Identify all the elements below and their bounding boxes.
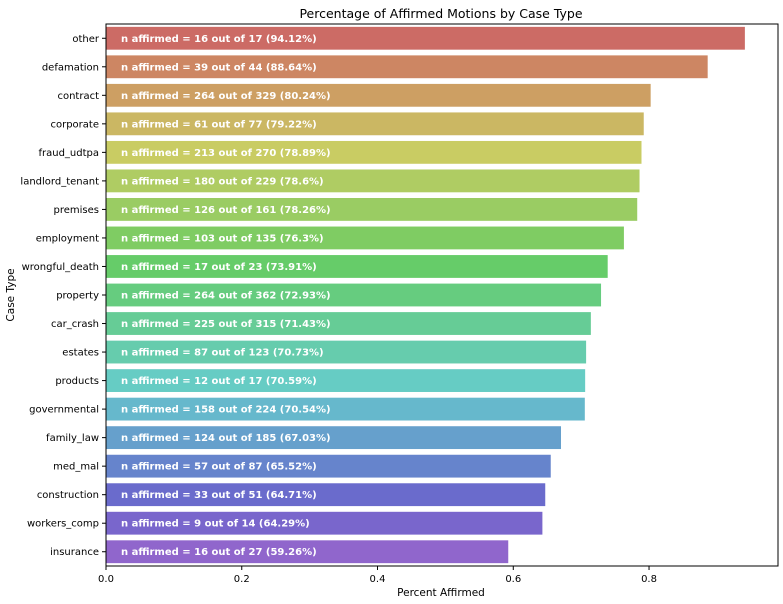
x-tick-label: 0.0 (98, 574, 114, 585)
bar-construction (106, 483, 546, 507)
bar-data-label: n affirmed = 12 out of 17 (70.59%) (121, 376, 317, 387)
bar-data-label: n affirmed = 103 out of 135 (76.3%) (121, 233, 324, 244)
y-tick-label: estates (62, 348, 99, 359)
y-tick-label: defamation (42, 62, 99, 73)
bars-group: n affirmed = 16 out of 17 (94.12%) n affi… (106, 26, 745, 564)
bar-data-label: n affirmed = 17 out of 23 (73.91%) (121, 262, 317, 273)
y-tick-label: corporate (50, 119, 99, 130)
bar-other (106, 26, 745, 50)
bar-data-label: n affirmed = 126 out of 161 (78.26%) (121, 205, 331, 216)
y-tick-label: other (72, 34, 100, 45)
bar-property (106, 283, 602, 307)
plot-frame (105, 23, 779, 567)
bar-corporate (106, 112, 644, 136)
x-tick-label: 0.6 (505, 574, 521, 585)
bar-governmental (106, 397, 585, 421)
y-tick-label: products (55, 376, 99, 387)
y-tick-label: construction (37, 490, 99, 501)
bar-data-label: n affirmed = 16 out of 17 (94.12%) (121, 34, 317, 45)
bar-data-label: n affirmed = 9 out of 14 (64.29%) (121, 519, 310, 530)
bar-estates (106, 340, 587, 364)
bar-wrongful_death (106, 255, 608, 278)
bar-data-label: n affirmed = 225 out of 315 (71.43%) (121, 319, 331, 330)
bar-employment (106, 226, 624, 250)
y-tick-label: med_mal (53, 462, 99, 473)
y-tick-label: employment (36, 233, 99, 244)
axes-group: other defamation contract corporate fraud_ud… (20, 23, 779, 585)
x-axis-label: Percent Affirmed (397, 587, 485, 599)
bar-fraud_udtpa (106, 140, 642, 164)
bar-med_mal (106, 454, 551, 478)
y-tick-label: contract (57, 91, 99, 102)
y-tick-label: wrongful_death (22, 262, 99, 273)
bar-family_law (106, 426, 561, 450)
y-tick-label: premises (54, 205, 99, 216)
y-tick-label: family_law (46, 433, 99, 444)
bar-landlord_tenant (106, 169, 640, 193)
bar-data-label: n affirmed = 61 out of 77 (79.22%) (121, 119, 317, 130)
y-tick-label: car_crash (51, 319, 99, 330)
bar-data-label: n affirmed = 57 out of 87 (65.52%) (121, 462, 317, 473)
y-axis-label: Case Type (5, 268, 17, 321)
bar-data-label: n affirmed = 87 out of 123 (70.73%) (121, 348, 324, 359)
x-tick-label: 0.8 (641, 574, 657, 585)
bar-data-label: n affirmed = 180 out of 229 (78.6%) (121, 176, 324, 187)
bar-products (106, 369, 586, 392)
y-tick-label: landlord_tenant (20, 176, 99, 187)
x-tick-label: 0.2 (234, 574, 250, 585)
bar-workers_comp (106, 511, 543, 535)
bar-data-label: n affirmed = 33 out of 51 (64.71%) (121, 490, 317, 501)
bar-car_crash (106, 312, 591, 335)
bar-data-label: n affirmed = 213 out of 270 (78.89%) (121, 148, 331, 159)
bar-data-label: n affirmed = 124 out of 185 (67.03%) (121, 433, 331, 444)
bar-data-label: n affirmed = 158 out of 224 (70.54%) (121, 405, 331, 416)
y-tick-label: property (56, 291, 99, 302)
bar-insurance (106, 540, 509, 564)
bar-data-label: n affirmed = 264 out of 362 (72.93%) (121, 291, 331, 302)
y-tick-label: fraud_udtpa (38, 148, 99, 159)
bar-premises (106, 198, 638, 221)
x-tick-label: 0.4 (370, 574, 386, 585)
y-tick-label: insurance (50, 547, 99, 558)
bar-data-label: n affirmed = 39 out of 44 (88.64%) (121, 62, 317, 73)
y-tick-label: workers_comp (27, 519, 99, 530)
y-tick-label: governmental (29, 405, 99, 416)
bar-defamation (106, 55, 708, 79)
bar-data-label: n affirmed = 264 out of 329 (80.24%) (121, 91, 331, 102)
bar-data-label: n affirmed = 16 out of 27 (59.26%) (121, 547, 317, 558)
chart-title: Percentage of Affirmed Motions by Case T… (299, 6, 582, 21)
bar-contract (106, 83, 651, 107)
